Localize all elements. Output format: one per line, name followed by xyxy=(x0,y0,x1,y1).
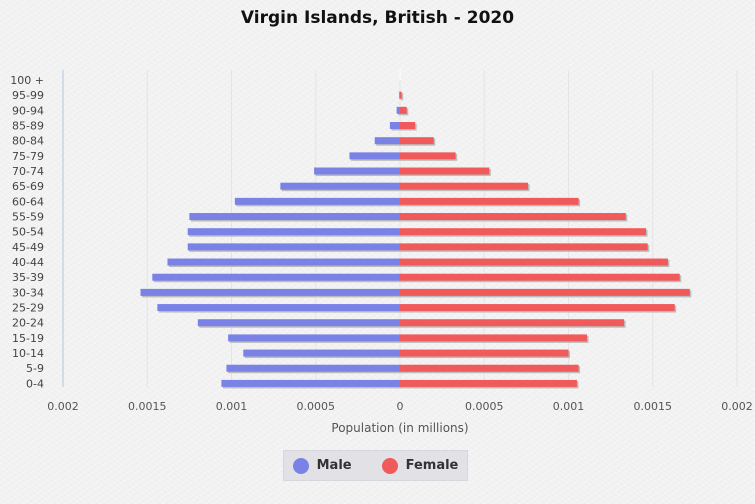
male-bar xyxy=(399,91,400,99)
y-category-label: 90-94 xyxy=(12,104,44,117)
x-tick-label: 0.0005 xyxy=(465,400,504,413)
male-bar xyxy=(152,273,400,281)
male-bar xyxy=(197,319,400,327)
y-category-label: 15-19 xyxy=(12,332,44,345)
male-bar xyxy=(189,213,400,221)
y-category-label: 40-44 xyxy=(12,256,44,269)
y-category-label: 95-99 xyxy=(12,89,44,102)
y-category-label: 75-79 xyxy=(12,150,44,163)
x-tick-label: 0.002 xyxy=(47,400,79,413)
male-legend-dot-icon xyxy=(292,457,309,474)
female-bar xyxy=(400,167,490,175)
y-category-label: 50-54 xyxy=(12,226,44,239)
male-bar xyxy=(396,106,400,114)
male-bar xyxy=(374,137,400,145)
female-bar xyxy=(400,288,690,296)
female-bar xyxy=(400,349,569,357)
male-bar xyxy=(140,288,400,296)
y-category-label: 45-49 xyxy=(12,241,44,254)
female-bar xyxy=(400,137,434,145)
y-category-label: 30-34 xyxy=(12,286,44,299)
y-category-label: 0-4 xyxy=(26,377,44,390)
x-tick-label: 0.001 xyxy=(216,400,248,413)
legend-label-male: Male xyxy=(316,458,352,473)
male-bar xyxy=(187,243,400,251)
y-category-label: 60-64 xyxy=(12,195,44,208)
female-legend-dot-icon xyxy=(381,457,398,474)
female-bar xyxy=(400,213,626,221)
x-axis-label: Population (in millions) xyxy=(331,421,468,435)
y-category-label: 100 + xyxy=(10,74,44,87)
female-bar xyxy=(400,243,648,251)
male-bar xyxy=(314,167,400,175)
x-tick-label: 0 xyxy=(397,400,404,413)
female-bar xyxy=(400,152,456,160)
male-bar xyxy=(226,364,400,372)
y-category-label: 25-29 xyxy=(12,302,44,315)
chart-legend: Male Female xyxy=(283,450,468,481)
y-category-label: 10-14 xyxy=(12,347,44,360)
y-category-label: 35-39 xyxy=(12,271,44,284)
y-category-label: 20-24 xyxy=(12,317,44,330)
male-bar xyxy=(389,122,400,130)
female-bar xyxy=(400,258,668,266)
female-bar xyxy=(400,334,588,342)
male-bar xyxy=(280,182,400,190)
female-bar xyxy=(400,91,402,99)
x-tick-label: 0.0015 xyxy=(634,400,673,413)
legend-label-female: Female xyxy=(405,458,459,473)
male-bar xyxy=(157,304,400,312)
y-category-label: 65-69 xyxy=(12,180,44,193)
female-bar xyxy=(400,228,647,236)
y-category-label: 70-74 xyxy=(12,165,44,178)
y-category-label: 80-84 xyxy=(12,135,44,148)
female-bar xyxy=(400,319,625,327)
female-bar xyxy=(400,122,416,130)
female-bar xyxy=(400,182,529,190)
female-bar xyxy=(400,273,680,281)
x-tick-label: 0.002 xyxy=(721,400,753,413)
chart-title: Virgin Islands, British - 2020 xyxy=(240,8,515,28)
female-bar xyxy=(400,197,579,205)
female-bar-shadow xyxy=(401,93,404,101)
male-bar xyxy=(167,258,400,266)
y-category-label: 55-59 xyxy=(12,211,44,224)
y-category-label: 5-9 xyxy=(26,362,44,375)
y-category-label: 85-89 xyxy=(12,120,44,133)
x-tick-label: 0.001 xyxy=(553,400,585,413)
x-tick-label: 0.0005 xyxy=(297,400,336,413)
legend-item-male[interactable]: Male xyxy=(292,457,352,474)
male-bar xyxy=(349,152,400,160)
male-bar xyxy=(221,379,400,387)
female-bar xyxy=(400,364,579,372)
male-bar xyxy=(187,228,400,236)
x-tick-label: 0.0015 xyxy=(128,400,167,413)
male-bar xyxy=(234,197,400,205)
legend-item-female[interactable]: Female xyxy=(381,457,459,474)
female-bar xyxy=(400,304,675,312)
female-bar xyxy=(400,106,407,114)
female-bar xyxy=(400,379,577,387)
male-bar xyxy=(243,349,400,357)
male-bar xyxy=(228,334,400,342)
